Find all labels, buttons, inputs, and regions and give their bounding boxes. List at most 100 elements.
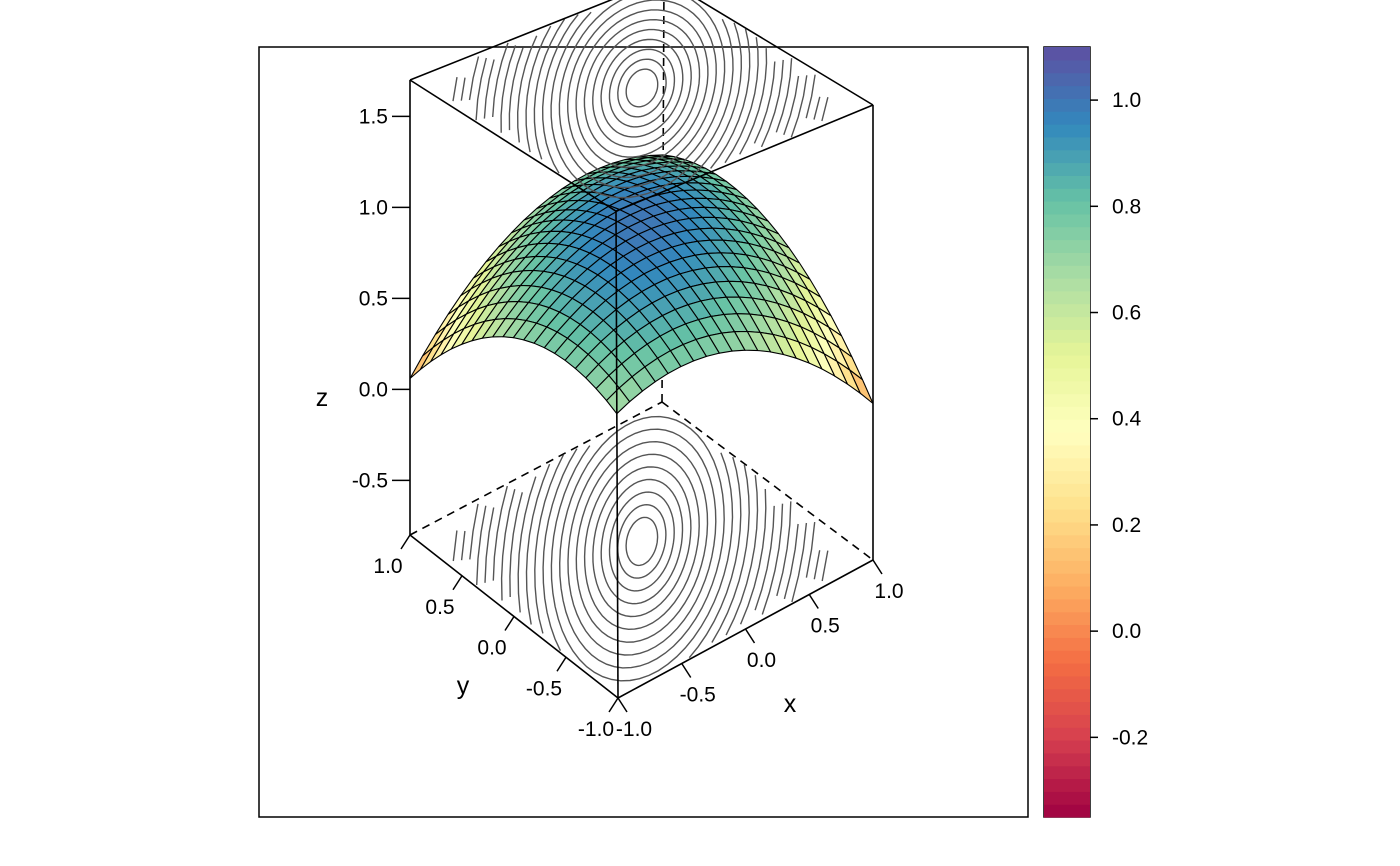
z-axis-tick-label: 1.0: [359, 196, 388, 219]
box-edge-back: [409, 401, 663, 536]
contour-line: [558, 0, 726, 189]
plot-frame: [258, 46, 1029, 818]
z-axis-tick-label: 0.5: [359, 287, 388, 310]
colorbar-band: [1044, 419, 1090, 433]
contour-line: [600, 478, 684, 605]
contour-line: [600, 38, 684, 138]
contour-line: [468, 56, 816, 119]
contour-line: [452, 530, 829, 582]
x-axis-tick-mark: [744, 628, 756, 644]
colorbar-band: [1044, 252, 1090, 266]
colorbar-band: [1044, 714, 1090, 728]
contour-line: [460, 530, 821, 580]
contour-line: [460, 77, 821, 120]
box-edge-front: [409, 79, 617, 212]
colorbar-band: [1044, 367, 1090, 382]
colorbar-band: [1044, 355, 1090, 369]
colorbar-tick-label: 1.0: [1112, 89, 1141, 112]
colorbar-band: [1044, 688, 1090, 703]
contour-line: [617, 58, 667, 118]
contour-line: [592, 28, 692, 148]
colorbar-band: [1044, 149, 1090, 164]
contour-line: [534, 454, 750, 643]
colorbar-band: [1044, 278, 1090, 292]
colorbar-band: [1044, 740, 1090, 754]
colorbar-band: [1044, 804, 1090, 818]
contour-line: [592, 466, 692, 618]
colorbar-band: [1044, 560, 1090, 574]
surface-mesh: [409, 154, 874, 415]
contour-line: [625, 516, 659, 567]
colorbar-tick-label: 0.0: [1112, 620, 1141, 643]
contour-line: [500, 45, 784, 148]
contour-line: [575, 9, 709, 168]
colorbar-band: [1044, 406, 1090, 420]
colorbar-band: [1044, 727, 1090, 741]
colorbar-tick-label: 0.6: [1112, 302, 1141, 325]
colorbar-bands: [1044, 47, 1090, 818]
colorbar-ticks: -0.2 0.0 0.2 0.4 0.6 0.8 1.0: [1090, 89, 1148, 749]
colorbar-band: [1044, 47, 1090, 61]
y-axis-tick-mark: [556, 656, 567, 672]
contour-line: [533, 18, 751, 169]
contour-line: [476, 505, 808, 603]
colorbar-band: [1044, 598, 1090, 613]
contour-line: [583, 19, 701, 158]
colorbar-band: [1044, 201, 1090, 215]
contour-line: [509, 492, 775, 611]
x-axis-label: x: [784, 690, 797, 718]
surface-facet: [605, 387, 631, 415]
box-edge-front: [697, 0, 874, 106]
y-axis-tick-label: -1.0: [578, 718, 614, 741]
contour-line: [452, 76, 829, 122]
colorbar-band: [1044, 136, 1090, 151]
y-axis-tick-mark: [400, 534, 411, 550]
colorbar-band: [1044, 778, 1090, 792]
contour-line: [583, 453, 700, 631]
colorbar-band: [1044, 329, 1090, 343]
colorbar-band: [1044, 637, 1090, 651]
colorbar-band: [1044, 316, 1090, 330]
colorbar-band: [1044, 509, 1090, 523]
contour-line: [608, 491, 675, 592]
colorbar-band: [1044, 444, 1090, 459]
colorbar-band: [1044, 547, 1090, 561]
contour-line: [483, 59, 800, 136]
bottom-contour-plane: [452, 404, 829, 681]
contour-line: [492, 42, 793, 133]
axis-ticks: -1.0 -0.5 0.0 0.5 1.0 -1.0 -0.5 0.0 0.5 1.0 -0.5 0.…: [352, 105, 904, 741]
y-axis-tick-label: -0.5: [526, 677, 562, 700]
colorbar-band: [1044, 470, 1090, 484]
colorbar-band: [1044, 611, 1090, 626]
contour-line: [625, 68, 659, 108]
colorbar-band: [1044, 124, 1090, 138]
contour-line: [517, 476, 767, 625]
x-axis-tick-label: 0.5: [811, 615, 840, 638]
box-edge-back: [661, 401, 874, 561]
x-axis-tick-mark: [872, 559, 883, 575]
colorbar-band: [1044, 226, 1090, 241]
top-contour-plane: [452, 0, 829, 198]
x-axis-tick-label: -1.0: [616, 718, 652, 741]
x-axis-tick-mark: [808, 594, 819, 609]
colorbar-band: [1044, 162, 1090, 176]
y-axis-tick-mark: [504, 616, 515, 631]
contour-line: [492, 485, 792, 597]
colorbar-band: [1044, 675, 1090, 690]
colorbar-band: [1044, 98, 1090, 112]
z-axis-tick-label: 0.0: [359, 378, 388, 401]
colorbar-band: [1044, 586, 1090, 600]
colorbar-band: [1044, 701, 1090, 715]
colorbar-tick-label: 0.4: [1112, 408, 1142, 431]
colorbar-band: [1044, 573, 1090, 587]
colorbar-band: [1044, 393, 1090, 407]
contour-line: [516, 35, 768, 155]
colorbar-band: [1044, 111, 1090, 125]
y-axis-tick-label: 1.0: [373, 555, 402, 578]
contour-line: [500, 489, 784, 615]
colorbar-band: [1044, 483, 1090, 497]
y-axis-tick-label: 0.0: [477, 637, 506, 660]
colorbar-band: [1044, 791, 1090, 805]
colorbar-band: [1044, 175, 1090, 189]
x-axis-tick-label: -0.5: [680, 684, 716, 707]
